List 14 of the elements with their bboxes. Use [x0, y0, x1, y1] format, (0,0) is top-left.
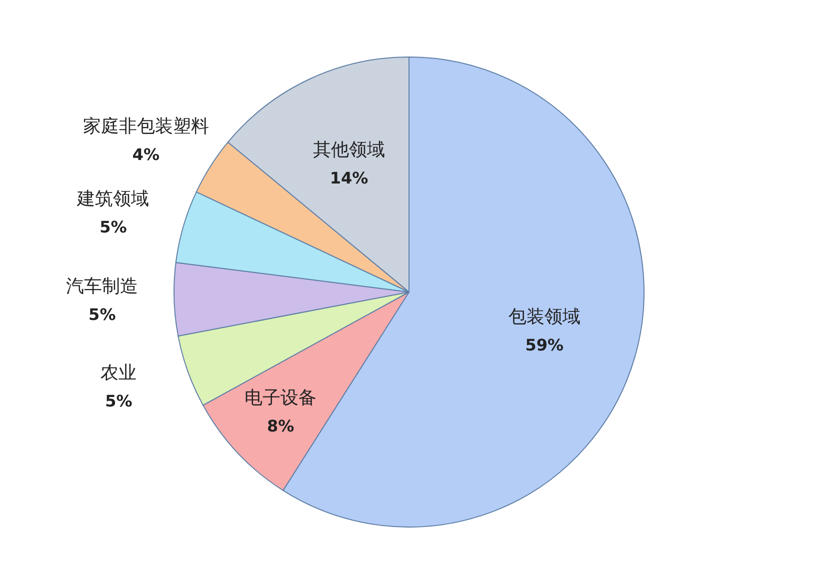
slice-label: 汽车制造	[66, 276, 138, 297]
data-label: 5%	[100, 217, 127, 236]
data-label: 14%	[330, 168, 368, 188]
data-label: 5%	[105, 392, 132, 411]
slice-label: 其他领域	[312, 139, 385, 160]
data-label: 5%	[88, 304, 116, 324]
slice-label: 农业	[100, 362, 137, 384]
data-label: 4%	[132, 144, 160, 164]
data-label: 59%	[525, 335, 564, 354]
data-label: 8%	[266, 416, 294, 436]
slice-label: 家庭非包装塑料	[82, 116, 209, 137]
slice-label: 电子设备	[244, 388, 317, 409]
slice-label: 建筑领域	[76, 188, 150, 210]
slice-label: 包装领域	[508, 306, 580, 328]
